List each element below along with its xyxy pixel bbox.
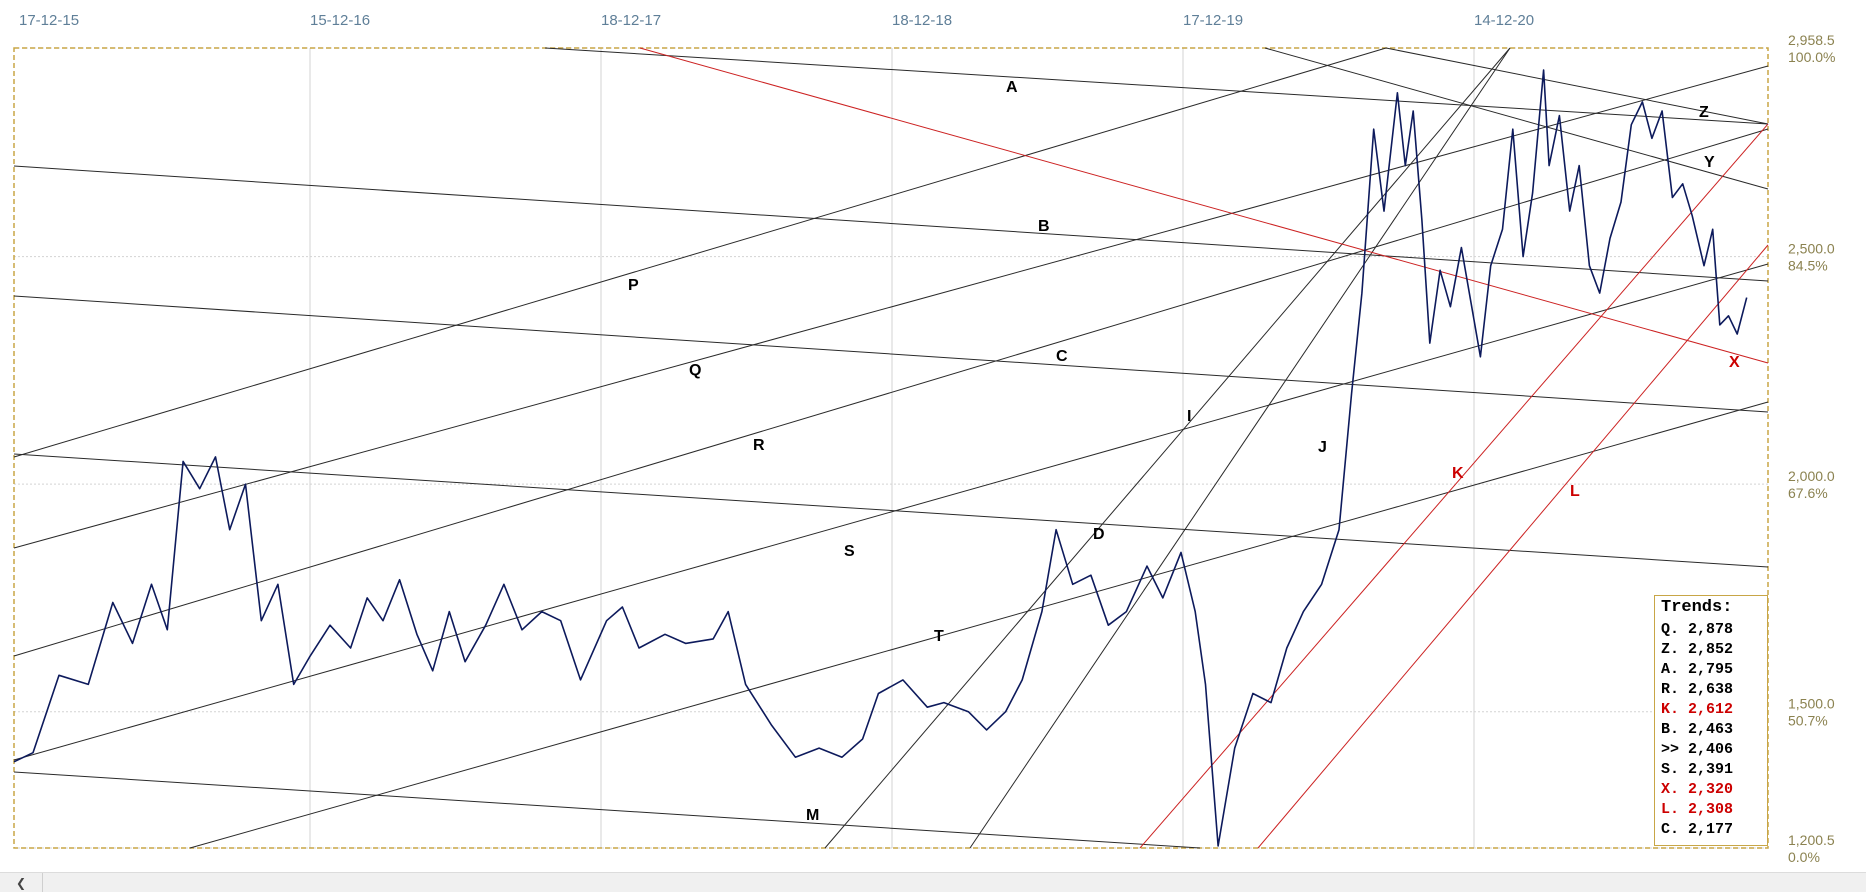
trend-line-label: I: [1187, 408, 1191, 425]
x-tick-label: 14-12-20: [1474, 12, 1534, 29]
trend-row: S. 2,391: [1661, 761, 1734, 778]
trend-row: Z. 2,852: [1661, 641, 1734, 658]
x-tick-label: 15-12-16: [310, 12, 370, 29]
trend-line: [13, 263, 1769, 761]
trends-panel: Trends: Q. 2,878 Z. 2,852 A. 2,795 R. 2,638…: [1654, 595, 1768, 846]
trend-row: R. 2,638: [1661, 681, 1734, 698]
trend-line-label: A: [1006, 79, 1018, 96]
y-level-percent: 100.0%: [1788, 49, 1835, 65]
x-tick-label: 18-12-17: [601, 12, 661, 29]
trend-line-label: S: [844, 543, 855, 560]
trend-line-label: C: [1056, 348, 1068, 365]
trend-row: Q. 2,878: [1661, 621, 1734, 638]
y-level-percent: 67.6%: [1788, 485, 1828, 501]
x-tick-label: 18-12-18: [892, 12, 952, 29]
trend-line-label: L: [1570, 483, 1580, 500]
trend-line: [544, 47, 1769, 125]
trend-row: A. 2,795: [1661, 661, 1734, 678]
trend-line-label: D: [1093, 526, 1105, 543]
trend-line: [1139, 123, 1769, 849]
trend-row: >> 2,406: [1661, 741, 1734, 758]
scroll-left-button[interactable]: ❮: [0, 873, 43, 892]
x-tick-label: 17-12-15: [19, 12, 79, 29]
trend-line: [13, 295, 1769, 413]
trend-line-label: T: [934, 628, 944, 645]
y-level-value: 1,500.0: [1788, 696, 1835, 712]
trend-line: [824, 47, 1511, 849]
x-tick-label: 17-12-19: [1183, 12, 1243, 29]
trend-line-label: J: [1318, 439, 1327, 456]
price-chart: 17-12-15 15-12-16 18-12-17 18-12-18 17-12-19…: [13, 12, 1835, 865]
trends-list: Q. 2,878 Z. 2,852 A. 2,795 R. 2,638 K. 2,612…: [1661, 620, 1761, 840]
trend-line: [189, 401, 1769, 849]
trend-line: [13, 771, 1201, 849]
trend-lines: [13, 47, 1769, 849]
trend-line: [13, 453, 1769, 568]
trend-line: [1385, 47, 1769, 125]
price-series: [13, 69, 1748, 847]
y-level-value: 2,958.5: [1788, 32, 1835, 48]
trend-line: [13, 47, 1387, 458]
trend-row: B. 2,463: [1661, 721, 1734, 738]
y-level-percent: 50.7%: [1788, 713, 1828, 729]
trend-line-label: Q: [689, 362, 701, 379]
trend-line-label: X: [1729, 354, 1740, 371]
plot-frame: [13, 47, 1769, 849]
y-level-percent: 84.5%: [1788, 258, 1828, 274]
trend-line-label: M: [806, 807, 819, 824]
trend-line-label: Z: [1699, 104, 1709, 121]
x-axis-ticks: 17-12-15 15-12-16 18-12-17 18-12-18 17-12-19…: [19, 12, 1534, 29]
trend-line-label: R: [753, 437, 765, 454]
trend-row: X. 2,320: [1661, 781, 1734, 798]
trends-title: Trends:: [1661, 598, 1733, 617]
trend-line: [1264, 47, 1769, 190]
y-level-value: 1,200.5: [1788, 832, 1835, 848]
trend-line-label: B: [1038, 218, 1050, 235]
trend-line: [13, 165, 1769, 282]
trend-row: L. 2,308: [1661, 801, 1734, 818]
trend-line-label: Y: [1704, 154, 1715, 171]
trend-line: [13, 128, 1769, 657]
y-level-percent: 0.0%: [1788, 849, 1820, 865]
trend-line-label: P: [628, 277, 639, 294]
trend-row: K. 2,612: [1661, 701, 1734, 718]
trend-line: [13, 65, 1769, 549]
chart-grid: [14, 47, 1768, 849]
y-level-value: 2,500.0: [1788, 241, 1835, 257]
trend-line: [1257, 244, 1769, 849]
chevron-left-icon: ❮: [15, 875, 27, 890]
horizontal-scrollbar[interactable]: ❮: [0, 872, 1866, 892]
trend-line: [639, 47, 1769, 364]
price-line: [13, 69, 1748, 847]
y-level-value: 2,000.0: [1788, 468, 1835, 484]
trend-line: [969, 47, 1511, 849]
trend-line-label: K: [1452, 465, 1464, 482]
trend-row: C. 2,177: [1661, 821, 1734, 838]
trend-line-labels: A B C D I J K L M P Q R S T X Y Z: [628, 79, 1740, 824]
